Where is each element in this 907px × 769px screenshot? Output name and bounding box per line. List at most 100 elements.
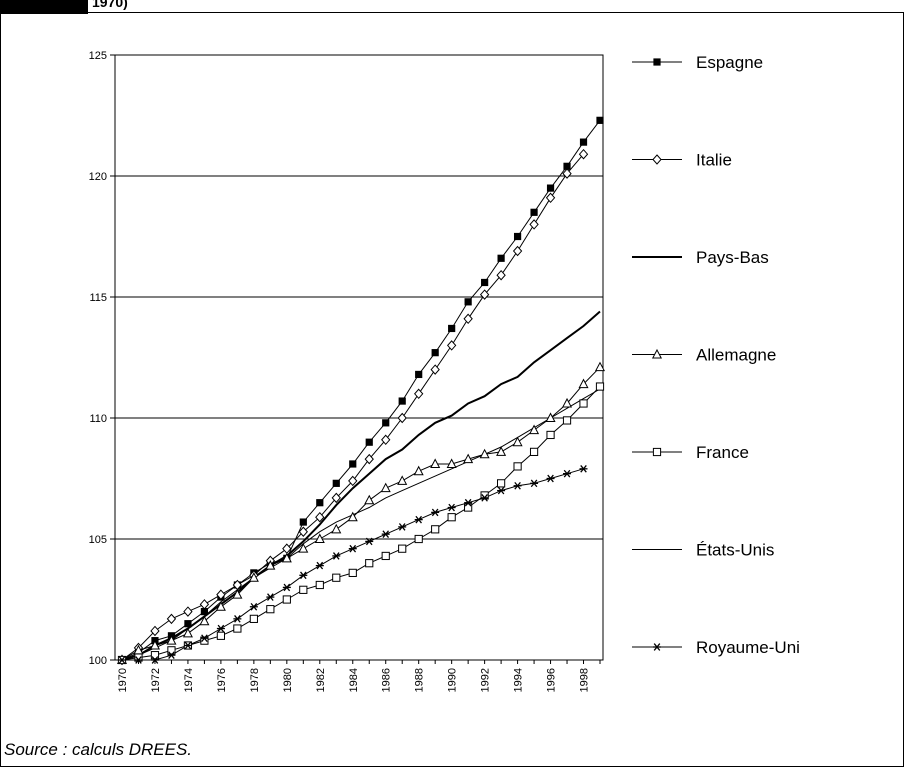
- point-royaume-uni-1990: [447, 503, 456, 512]
- point-royaume-uni-1996: [546, 474, 555, 483]
- point-allemagne-1989: [430, 458, 441, 468]
- point-italie-1987: [397, 412, 407, 424]
- point-italie-1973: [166, 613, 177, 625]
- point-espagne-1989: [431, 349, 439, 357]
- point-allemagne-1979: [265, 560, 276, 570]
- point-italie-1985: [364, 453, 374, 465]
- y-tick-label-120: 120: [89, 171, 107, 183]
- x-tick-label-1988: 1988: [414, 668, 426, 692]
- point-royaume-uni-1983: [332, 552, 341, 560]
- point-royaume-uni-1995: [530, 479, 539, 488]
- x-tick-label-1980: 1980: [282, 668, 294, 692]
- point-royaume-uni-1979: [266, 593, 275, 601]
- header-tab: [0, 0, 88, 14]
- point-france-1977: [233, 624, 242, 633]
- point-allemagne-1982: [314, 533, 325, 543]
- point-allemagne-1975: [199, 615, 210, 626]
- point-royaume-uni-1970: [118, 656, 126, 664]
- point-allemagne-1978: [248, 572, 259, 582]
- legend-marker-espagne: [653, 58, 661, 66]
- point-royaume-uni-1985: [365, 537, 374, 546]
- point-italie-1994: [512, 245, 523, 257]
- point-italie-1984: [348, 475, 358, 487]
- point-france-1989: [431, 525, 440, 534]
- series-line-allemagne: [121, 366, 601, 661]
- point-allemagne-1988: [413, 465, 424, 476]
- point-espagne-1983: [332, 479, 340, 487]
- point-espagne-1999: [596, 116, 604, 124]
- point-italie-1972: [150, 625, 160, 637]
- point-italie-1983: [331, 492, 341, 504]
- point-france-1972: [150, 651, 160, 660]
- point-france-1994: [513, 462, 522, 471]
- point-france-1975: [200, 636, 209, 645]
- point-france-1990: [447, 513, 456, 522]
- legend-label-etats-unis: États-Unis: [696, 541, 774, 560]
- legend-marker-france: [652, 447, 662, 457]
- point-france-1993: [497, 479, 506, 488]
- point-france-1987: [398, 544, 407, 553]
- point-italie-1974: [183, 606, 193, 617]
- point-italie-1988: [414, 388, 424, 400]
- point-espagne-1975: [200, 608, 209, 616]
- point-france-1998: [579, 399, 588, 408]
- point-france-1996: [546, 430, 555, 440]
- point-france-1979: [266, 605, 275, 614]
- point-royaume-uni-1997: [563, 469, 572, 478]
- point-espagne-1994: [513, 232, 522, 241]
- point-allemagne-1994: [512, 436, 523, 447]
- point-espagne-1990: [448, 324, 456, 333]
- point-allemagne-1983: [331, 523, 342, 534]
- point-italie-1998: [578, 148, 589, 160]
- point-france-1991: [464, 503, 473, 512]
- figure-frame: [0, 12, 904, 767]
- point-espagne-1996: [546, 184, 555, 192]
- y-tick-label-125: 125: [89, 50, 107, 62]
- point-allemagne-1981: [298, 543, 309, 553]
- x-tick-label-1978: 1978: [249, 668, 261, 692]
- series-line-espagne: [121, 119, 601, 661]
- point-royaume-uni-1984: [348, 544, 357, 553]
- point-royaume-uni-1981: [299, 571, 308, 580]
- point-royaume-uni-1993: [497, 486, 506, 495]
- point-italie-1991: [463, 313, 473, 325]
- point-italie-1989: [430, 364, 440, 375]
- point-allemagne-1972: [149, 639, 160, 650]
- point-italie-1986: [381, 434, 391, 446]
- point-france-1992: [480, 491, 489, 500]
- point-italie-1976: [216, 589, 226, 600]
- point-espagne-1991: [464, 298, 472, 306]
- point-royaume-uni-1976: [216, 624, 225, 633]
- point-royaume-uni-1992: [480, 494, 489, 502]
- point-royaume-uni-1998: [579, 465, 588, 473]
- point-espagne-1988: [415, 370, 423, 379]
- point-italie-1981: [298, 526, 308, 537]
- x-tick-label-1986: 1986: [381, 668, 393, 692]
- x-tick-label-1970: 1970: [117, 668, 129, 692]
- point-france-1980: [282, 595, 291, 604]
- point-france-1985: [365, 559, 374, 568]
- point-france-1999: [595, 382, 605, 391]
- x-tick-label-1990: 1990: [447, 668, 459, 692]
- point-france-1971: [134, 653, 143, 662]
- point-espagne-1993: [497, 254, 505, 262]
- x-tick-label-1976: 1976: [216, 668, 228, 692]
- point-allemagne-1976: [215, 601, 226, 611]
- point-allemagne-1999: [594, 361, 606, 372]
- legend-label-pays-bas: Pays-Bas: [696, 248, 769, 267]
- point-royaume-uni-1987: [398, 523, 407, 531]
- point-royaume-uni-1989: [431, 508, 440, 517]
- point-italie-1982: [315, 511, 325, 523]
- point-espagne-1984: [349, 460, 357, 468]
- point-espagne-1986: [382, 419, 390, 427]
- point-france-1973: [167, 646, 176, 655]
- point-allemagne-1990: [446, 458, 457, 468]
- point-espagne-1985: [365, 438, 373, 446]
- x-tick-label-1992: 1992: [480, 668, 492, 692]
- point-italie-1990: [446, 340, 457, 351]
- y-tick-label-115: 115: [89, 292, 107, 304]
- legend-label-allemagne: Allemagne: [696, 346, 776, 365]
- legend-marker-royaume-uni: [653, 643, 661, 651]
- legend-label-espagne: Espagne: [696, 53, 763, 72]
- point-espagne-1982: [316, 499, 324, 507]
